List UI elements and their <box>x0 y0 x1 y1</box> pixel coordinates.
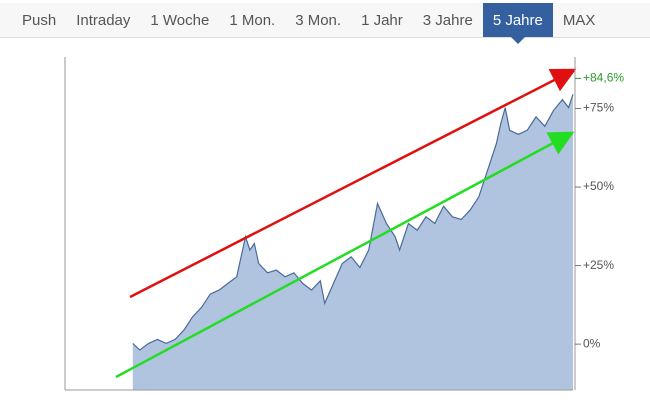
trend-arrow-lower <box>115 131 575 379</box>
tab[interactable]: 1 Jahr <box>361 11 403 29</box>
tab[interactable]: 3 Mon. <box>295 11 342 29</box>
tab[interactable]: MAX <box>562 11 596 29</box>
tab[interactable]: Push <box>22 11 57 29</box>
tab[interactable]: 1 Mon. <box>229 11 276 29</box>
y2-tick-label: +25% <box>583 258 614 272</box>
y2-tick-label: +50% <box>583 179 614 193</box>
price-line <box>132 94 574 351</box>
trend-arrow-upper <box>129 68 577 299</box>
area-fill <box>132 94 573 391</box>
y2-tick-label: +75% <box>583 101 614 115</box>
y2-tick-label: 0% <box>583 336 601 350</box>
annotation-label: +84,6% <box>583 71 624 85</box>
tab[interactable]: 1 Woche <box>150 11 210 29</box>
tab[interactable]: 3 Jahre <box>422 11 473 29</box>
tab[interactable]: Intraday <box>76 11 131 29</box>
tab[interactable]: 5 Jahre <box>482 3 553 44</box>
tab-bar: Push Intraday 1 Woche 1 Mon. 3 Mon. 1 Jahr 3 J… <box>0 3 650 44</box>
